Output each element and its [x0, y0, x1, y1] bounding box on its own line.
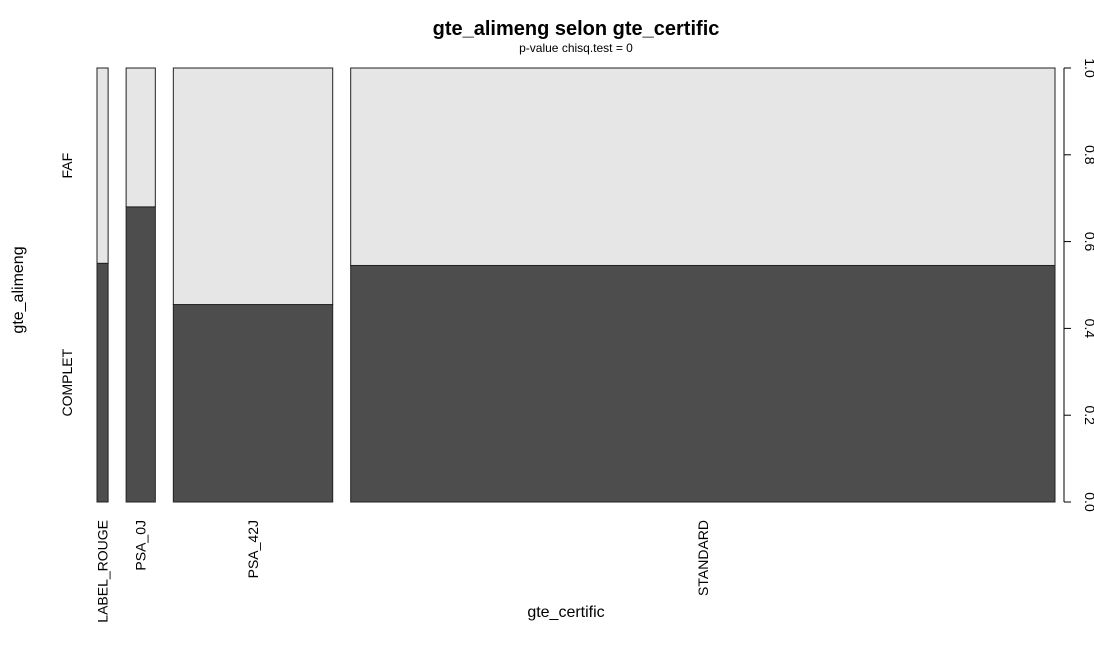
- x-tick-labels: LABEL_ROUGE PSA_0J PSA_42J STANDARD: [95, 520, 711, 623]
- series-label-faf: FAF: [59, 153, 75, 179]
- y-axis-label: gte_alimeng: [10, 246, 27, 333]
- tile-standard-faf: [350, 67, 1056, 266]
- mosaic-tiles: [96, 67, 1056, 503]
- tile-psa-42j-complet: [172, 304, 334, 503]
- series-labels: COMPLET FAF: [59, 153, 75, 417]
- tile-label-rouge-faf: [96, 67, 109, 264]
- y-tick-label: 0.4: [1082, 319, 1094, 339]
- x-axis-label: gte_certific: [527, 604, 604, 621]
- tile-standard-complet: [350, 264, 1056, 503]
- tile-psa-0j-complet: [125, 206, 156, 503]
- series-label-complet: COMPLET: [59, 348, 75, 416]
- x-tick-label-label-rouge: LABEL_ROUGE: [95, 520, 111, 623]
- y-tick-label: 0.8: [1082, 145, 1094, 165]
- y-tick-label: 1.0: [1082, 58, 1094, 78]
- chart-title: gte_alimeng selon gte_certific: [433, 18, 720, 40]
- chart-subtitle: p-value chisq.test = 0: [519, 41, 633, 55]
- y-tick-label: 0.2: [1082, 405, 1094, 425]
- tile-psa-42j-faf: [172, 67, 334, 306]
- x-tick-label-psa-42j: PSA_42J: [245, 520, 261, 578]
- tile-psa-0j-faf: [125, 67, 156, 208]
- x-tick-label-standard: STANDARD: [695, 520, 711, 596]
- tile-label-rouge-complet: [96, 262, 109, 503]
- y-axis: 0.0 0.2 0.4 0.6 0.8 1.0: [1063, 58, 1094, 512]
- y-tick-label: 0.6: [1082, 232, 1094, 252]
- y-tick-label: 0.0: [1082, 492, 1094, 512]
- x-tick-label-psa-0j: PSA_0J: [133, 520, 149, 571]
